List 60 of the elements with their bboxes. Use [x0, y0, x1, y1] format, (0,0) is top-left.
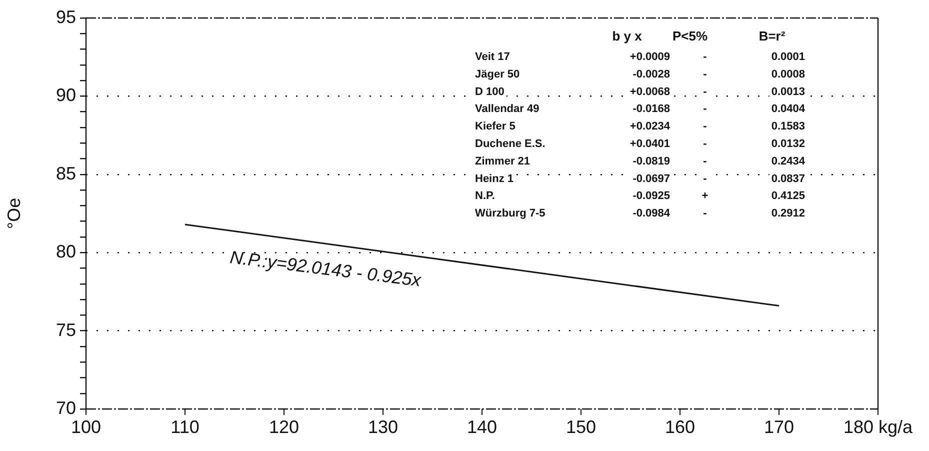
- x-tick-label: 140: [466, 416, 498, 437]
- annotation: +0.0068: [630, 86, 670, 98]
- annotation: +0.0234: [630, 120, 671, 133]
- annotation: -0.0028: [632, 68, 670, 80]
- annotation: 0.0132: [771, 138, 805, 150]
- annotation: -: [703, 51, 708, 64]
- annotation: 0.1583: [771, 120, 805, 133]
- annotation: -0.0925: [632, 190, 670, 202]
- annotation: -0.0168: [632, 103, 670, 116]
- annotation: Heinz 1: [475, 172, 514, 185]
- annotation: B=r²: [758, 28, 786, 44]
- annotation: -: [703, 208, 708, 220]
- x-tick-label: 180 kg/a: [843, 416, 914, 437]
- x-tick-label: 170: [764, 416, 794, 437]
- y-tick-label: 80: [56, 242, 76, 262]
- x-tick-label: 120: [268, 416, 300, 437]
- y-tick-label: 75: [56, 320, 76, 340]
- annotation: b y x: [612, 28, 643, 44]
- y-tick-label: 95: [56, 6, 76, 27]
- annotation: Jäger 50: [475, 68, 520, 80]
- annotation: 0.2912: [771, 208, 805, 220]
- annotation: N.P.:y=92.0143 - 0.925x: [228, 247, 424, 290]
- y-axis-title: °Oe: [4, 198, 24, 230]
- x-tick-label: 130: [368, 416, 398, 437]
- annotation: -0.0697: [632, 172, 670, 185]
- annotation: -: [703, 120, 708, 133]
- annotation: P<5%: [672, 28, 708, 44]
- annotation: +: [702, 190, 708, 202]
- annotation: 0.0013: [771, 86, 805, 98]
- annotation: +0.0009: [630, 51, 670, 64]
- annotation: Kiefer 5: [475, 120, 516, 133]
- annotation: N.P.: [475, 190, 495, 202]
- annotation: 0.0837: [771, 172, 805, 185]
- annotation: 0.2434: [771, 155, 806, 168]
- annotation: -: [703, 103, 708, 116]
- annotation: -0.0819: [632, 155, 670, 168]
- annotation: 0.4125: [771, 190, 805, 202]
- annotation: -: [703, 68, 708, 80]
- y-tick-label: 90: [56, 85, 76, 106]
- annotation: -: [703, 155, 708, 168]
- annotation: +0.0401: [630, 138, 670, 150]
- x-tick-label: 150: [566, 416, 596, 437]
- annotation: Duchene E.S.: [475, 138, 546, 150]
- annotation: -: [703, 138, 708, 150]
- x-tick-label: 110: [170, 416, 200, 437]
- annotation: 0.0001: [771, 51, 805, 64]
- annotation: -: [703, 172, 708, 185]
- annotation: 0.0008: [771, 68, 805, 80]
- y-tick-label: 85: [56, 163, 76, 184]
- x-tick-label: 160: [664, 416, 696, 437]
- annotation: -: [703, 86, 708, 98]
- annotation: 0.0404: [771, 103, 806, 116]
- annotation: Würzburg 7-5: [475, 208, 546, 220]
- annotation: Veit 17: [475, 51, 510, 64]
- annotation: D 100: [475, 86, 504, 98]
- y-tick-label: 70: [56, 398, 76, 418]
- annotation: Zimmer 21: [475, 155, 530, 168]
- x-tick-label: 100: [70, 416, 102, 437]
- annotation: Vallendar 49: [475, 103, 540, 116]
- annotation: -0.0984: [632, 208, 671, 220]
